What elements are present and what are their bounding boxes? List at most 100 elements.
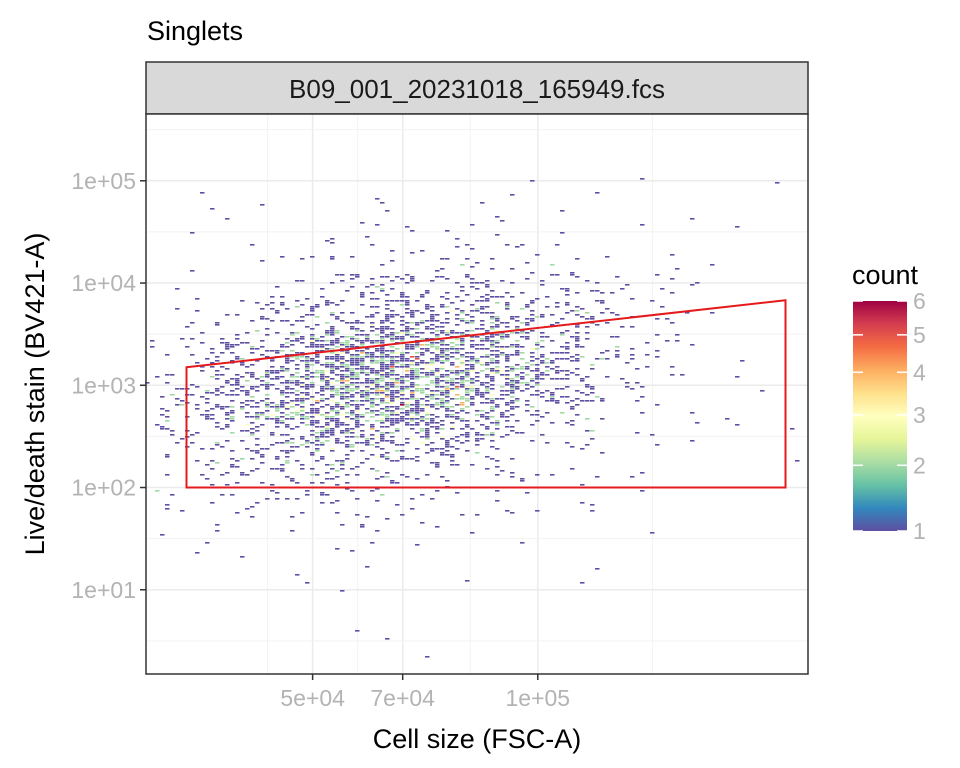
data-cell xyxy=(240,300,245,302)
data-cell xyxy=(415,386,420,388)
data-cell xyxy=(575,374,580,376)
data-cell xyxy=(485,386,490,388)
data-cell xyxy=(355,436,360,438)
data-cell xyxy=(675,268,680,270)
data-cell xyxy=(300,408,305,410)
data-cell xyxy=(265,370,270,372)
data-cell xyxy=(525,338,530,340)
data-cell xyxy=(230,378,235,380)
data-cell xyxy=(385,518,390,520)
data-cell xyxy=(165,474,170,476)
data-cell xyxy=(375,348,380,350)
data-cell xyxy=(515,382,520,384)
data-cell xyxy=(330,400,335,402)
data-cell xyxy=(460,418,465,420)
data-cell xyxy=(260,400,265,402)
data-cell xyxy=(580,378,585,380)
data-cell xyxy=(310,372,315,374)
data-cell xyxy=(360,526,365,528)
data-cell xyxy=(385,308,390,310)
data-cell xyxy=(330,450,335,452)
data-cell xyxy=(575,398,580,400)
data-cell xyxy=(470,282,475,284)
data-cell xyxy=(400,316,405,318)
data-cell xyxy=(165,410,170,412)
data-cell xyxy=(380,434,385,436)
data-cell xyxy=(585,326,590,328)
data-cell xyxy=(205,392,210,394)
data-cell xyxy=(360,356,365,358)
data-cell xyxy=(415,400,420,402)
data-cell xyxy=(295,380,300,382)
data-cell xyxy=(495,350,500,352)
data-cell xyxy=(275,352,280,354)
data-cell xyxy=(330,372,335,374)
data-cell xyxy=(485,428,490,430)
data-cell xyxy=(390,370,395,372)
data-cell xyxy=(615,336,620,338)
data-cell xyxy=(290,380,295,382)
data-cell xyxy=(500,296,505,298)
data-cell xyxy=(320,374,325,376)
data-cell xyxy=(455,238,460,240)
data-cell xyxy=(370,292,375,294)
data-cell xyxy=(255,438,260,440)
data-cell xyxy=(200,448,205,450)
data-cell xyxy=(370,378,375,380)
data-cell xyxy=(415,328,420,330)
data-cell xyxy=(265,374,270,376)
data-cell xyxy=(315,432,320,434)
data-cell xyxy=(470,336,475,338)
data-cell xyxy=(355,442,360,444)
data-cell xyxy=(405,370,410,372)
data-cell xyxy=(375,312,380,314)
data-cell xyxy=(410,328,415,330)
data-cell xyxy=(530,440,535,442)
data-cell xyxy=(450,378,455,380)
data-cell xyxy=(265,372,270,374)
data-cell xyxy=(160,396,165,398)
data-cell xyxy=(420,348,425,350)
data-cell xyxy=(320,436,325,438)
data-cell xyxy=(475,394,480,396)
data-cell xyxy=(680,374,685,376)
data-cell xyxy=(355,420,360,422)
data-cell xyxy=(360,350,365,352)
data-cell xyxy=(290,480,295,482)
data-cell xyxy=(435,416,440,418)
data-cell xyxy=(375,298,380,300)
data-cell xyxy=(470,368,475,370)
data-cell xyxy=(395,276,400,278)
data-cell xyxy=(520,308,525,310)
data-cell xyxy=(330,428,335,430)
data-cell xyxy=(380,388,385,390)
data-cell xyxy=(410,372,415,374)
data-cell xyxy=(400,380,405,382)
data-cell xyxy=(350,378,355,380)
data-cell xyxy=(290,356,295,358)
data-cell xyxy=(330,388,335,390)
data-cell xyxy=(330,332,335,334)
data-cell xyxy=(370,438,375,440)
data-cell xyxy=(230,432,235,434)
data-cell xyxy=(515,432,520,434)
data-cell xyxy=(600,352,605,354)
data-cell xyxy=(350,376,355,378)
data-cell xyxy=(565,304,570,306)
data-cell xyxy=(375,456,380,458)
data-cell xyxy=(315,422,320,424)
data-cell xyxy=(420,442,425,444)
data-cell xyxy=(430,364,435,366)
data-cell xyxy=(415,418,420,420)
data-cell xyxy=(400,398,405,400)
data-cell xyxy=(375,446,380,448)
gate-polygon[interactable] xyxy=(185,299,787,489)
data-cell xyxy=(380,336,385,338)
data-cell xyxy=(470,364,475,366)
data-cell xyxy=(360,394,365,396)
data-cell xyxy=(260,424,265,426)
data-cell xyxy=(505,326,510,328)
data-cell xyxy=(290,382,295,384)
data-cell xyxy=(470,398,475,400)
data-cell xyxy=(510,378,515,380)
